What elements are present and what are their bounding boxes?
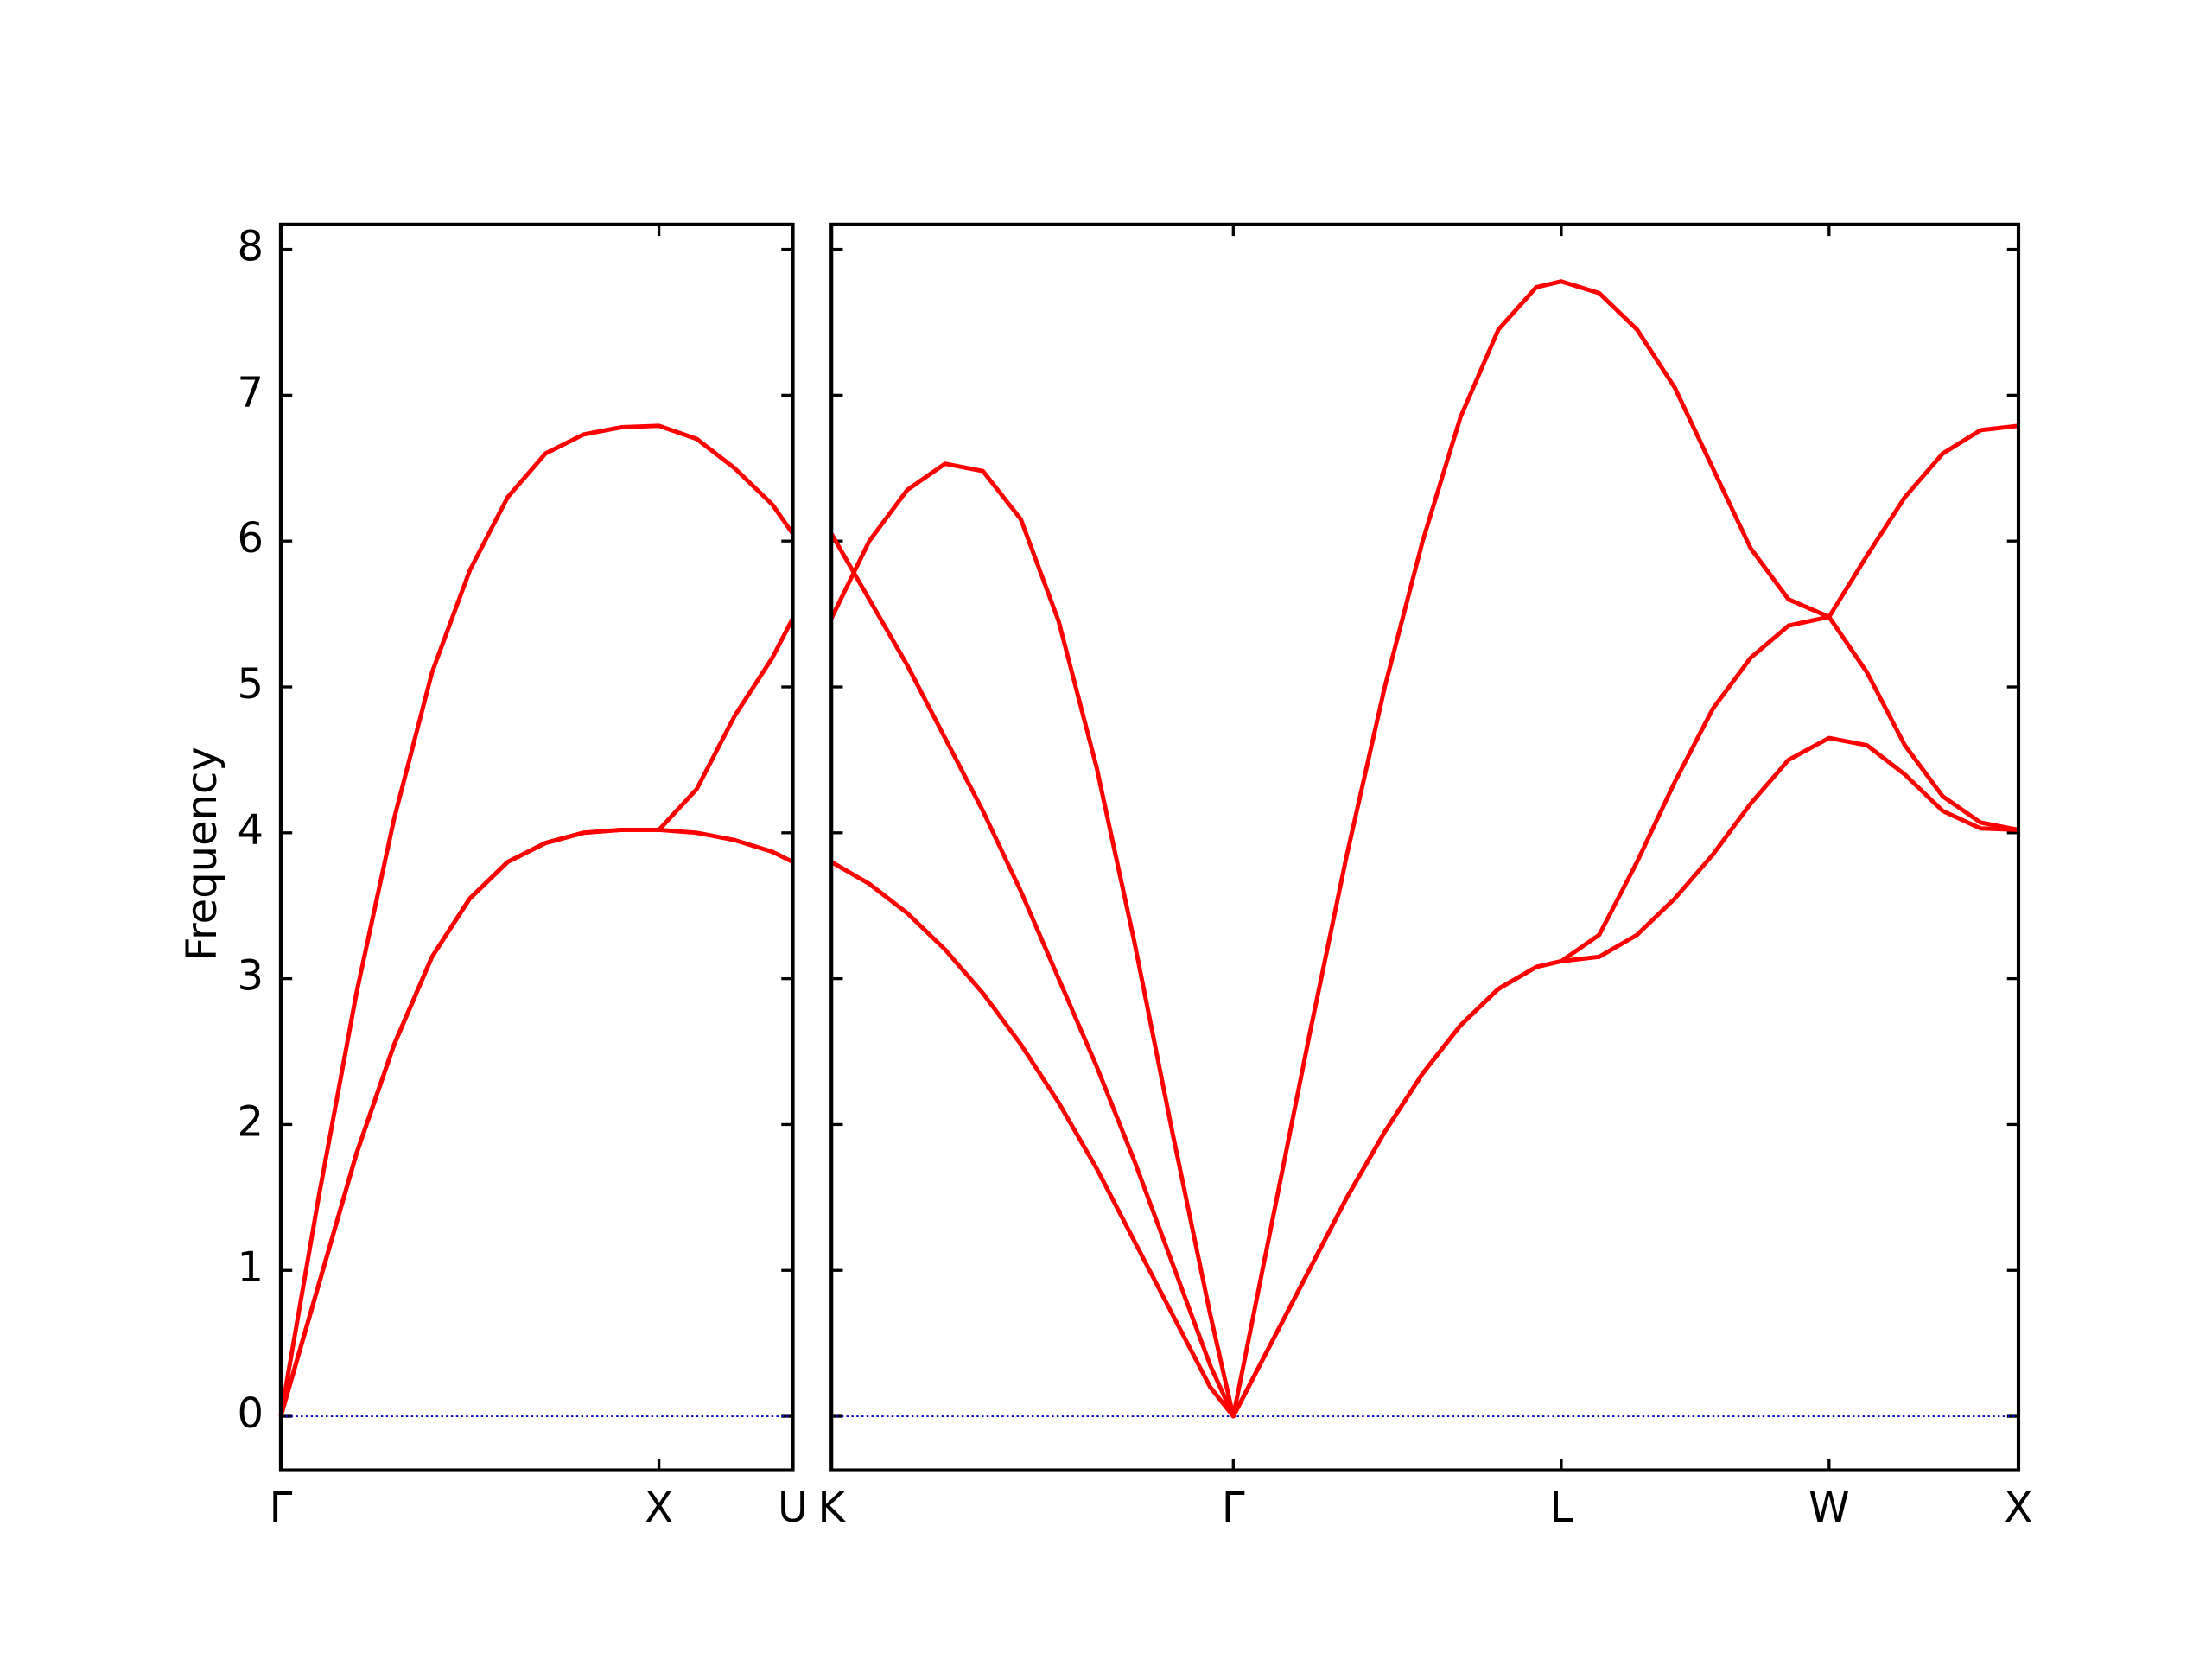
y-tick-label: 5 [238,660,264,709]
plot-frame [278,222,795,1472]
plot-frame [830,222,2021,1472]
band-line [278,827,794,1417]
y-axis-label: Frequency [178,747,226,961]
x-tick-label: X [645,1484,673,1532]
x-tick-label: Γ [1222,1484,1245,1532]
y-tick-label: 4 [238,806,264,855]
y-tick-label: 0 [238,1389,264,1438]
band-line [829,279,2019,1419]
y-tick-label: 3 [238,952,264,1001]
band-line [830,532,2019,1419]
x-tick-label: W [1808,1484,1849,1532]
x-tick-label: K [817,1484,846,1532]
y-tick-label: 2 [238,1097,264,1146]
y-tick-label: 8 [238,223,264,271]
y-tick-label: 7 [238,368,264,416]
band-line [278,423,795,1417]
band-line [278,617,795,1417]
x-tick-label: X [2005,1484,2033,1532]
y-tick-label: 6 [238,514,264,563]
x-tick-label: U [778,1484,808,1532]
x-tick-label: Γ [270,1484,293,1532]
x-tick-label: L [1550,1484,1573,1532]
y-tick-label: 1 [238,1243,264,1292]
band-line [830,735,2019,1419]
